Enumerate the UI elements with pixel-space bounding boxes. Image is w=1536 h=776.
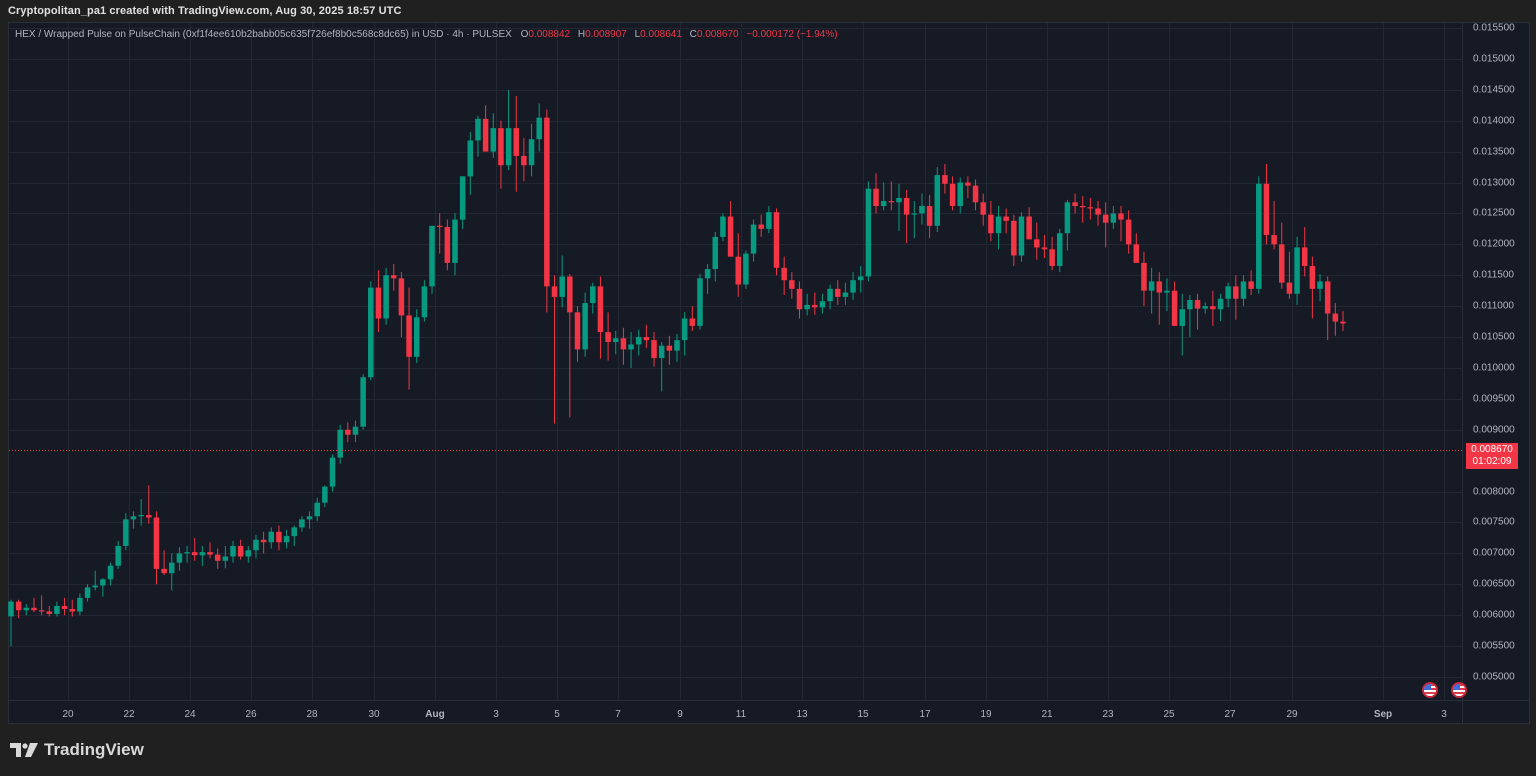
chart-credit: Cryptopolitan_pa1 created with TradingVi… <box>8 5 402 17</box>
price-tick-label: 0.012000 <box>1473 238 1515 250</box>
time-tick-label: 29 <box>1286 709 1298 720</box>
price-tick-label: 0.006500 <box>1473 578 1515 590</box>
open-value: 0.008842 <box>528 29 571 40</box>
price-tick-label: 0.014500 <box>1473 84 1515 96</box>
time-tick-label: 22 <box>123 709 135 720</box>
close-value: 0.008670 <box>696 29 739 40</box>
time-tick-label: 28 <box>306 709 318 720</box>
symbol-description: HEX / Wrapped Pulse on PulseChain (0xf1f… <box>15 29 512 40</box>
price-tick-label: 0.013000 <box>1473 177 1515 189</box>
price-tick-label: 0.007500 <box>1473 516 1515 528</box>
price-change: −0.000172 (−1.94%) <box>746 29 838 40</box>
open-label: O <box>520 29 529 40</box>
time-tick-label: 17 <box>919 709 931 720</box>
low-value: 0.008641 <box>640 29 682 40</box>
time-tick-label: 3 <box>493 709 499 720</box>
time-tick-label: 13 <box>796 709 808 720</box>
tradingview-logo-text: TradingView <box>44 740 144 759</box>
price-tick-label: 0.010000 <box>1473 362 1515 374</box>
time-tick-label: 25 <box>1163 709 1175 720</box>
time-tick-label: 15 <box>857 709 869 720</box>
chart-frame[interactable] <box>8 22 1530 724</box>
time-tick-label: 20 <box>62 709 74 720</box>
time-tick-label: 23 <box>1102 709 1114 720</box>
price-tick-label: 0.011500 <box>1473 269 1514 281</box>
price-tick-label: 0.008000 <box>1473 486 1515 498</box>
candles-group <box>8 89 1346 647</box>
time-tick-label: 21 <box>1041 709 1053 720</box>
price-tick-label: 0.015000 <box>1473 53 1515 65</box>
time-tick-label: 7 <box>615 709 621 720</box>
price-tick-label: 0.015500 <box>1473 22 1515 34</box>
close-label: C <box>689 29 697 40</box>
price-tick-label: 0.009000 <box>1473 424 1515 436</box>
price-tick-label: 0.014000 <box>1473 115 1515 127</box>
price-tick-label: 0.010500 <box>1473 331 1515 343</box>
price-tick-label: 0.012500 <box>1473 207 1515 219</box>
time-tick-label: 5 <box>554 709 560 720</box>
price-tick-label: 0.011000 <box>1473 300 1514 312</box>
price-tick-label: 0.005000 <box>1473 671 1515 683</box>
price-tick-label: 0.005500 <box>1473 640 1515 652</box>
bar-countdown: 01:02:09 <box>1472 456 1512 467</box>
tradingview-logo: TradingView <box>10 740 144 760</box>
time-tick-label: 11 <box>735 709 747 720</box>
last-price-tag: 0.008670 01:02:09 <box>1466 443 1518 469</box>
time-tick-label: 24 <box>184 709 196 720</box>
symbol-legend: HEX / Wrapped Pulse on PulseChain (0xf1f… <box>15 29 843 40</box>
time-tick-label: 9 <box>677 709 683 720</box>
low-label: L <box>634 29 641 40</box>
us-economic-event-icon[interactable] <box>1422 682 1438 698</box>
time-tick-label: 19 <box>980 709 992 720</box>
time-tick-label: Aug <box>425 709 445 720</box>
price-tick-label: 0.009500 <box>1473 393 1515 405</box>
time-tick-label: 27 <box>1224 709 1236 720</box>
last-price-value: 0.008670 <box>1471 444 1513 455</box>
time-tick-label: 3 <box>1441 709 1447 720</box>
us-economic-event-icon[interactable] <box>1451 682 1467 698</box>
tradingview-logo-icon <box>10 743 38 757</box>
price-tick-label: 0.013500 <box>1473 146 1515 158</box>
time-tick-label: 26 <box>245 709 257 720</box>
time-tick-label: 30 <box>368 709 380 720</box>
high-label: H <box>577 29 586 40</box>
time-tick-label: Sep <box>1373 709 1393 720</box>
price-tick-label: 0.006000 <box>1473 609 1515 621</box>
high-value: 0.008907 <box>585 29 627 40</box>
price-tick-label: 0.007000 <box>1473 547 1515 559</box>
